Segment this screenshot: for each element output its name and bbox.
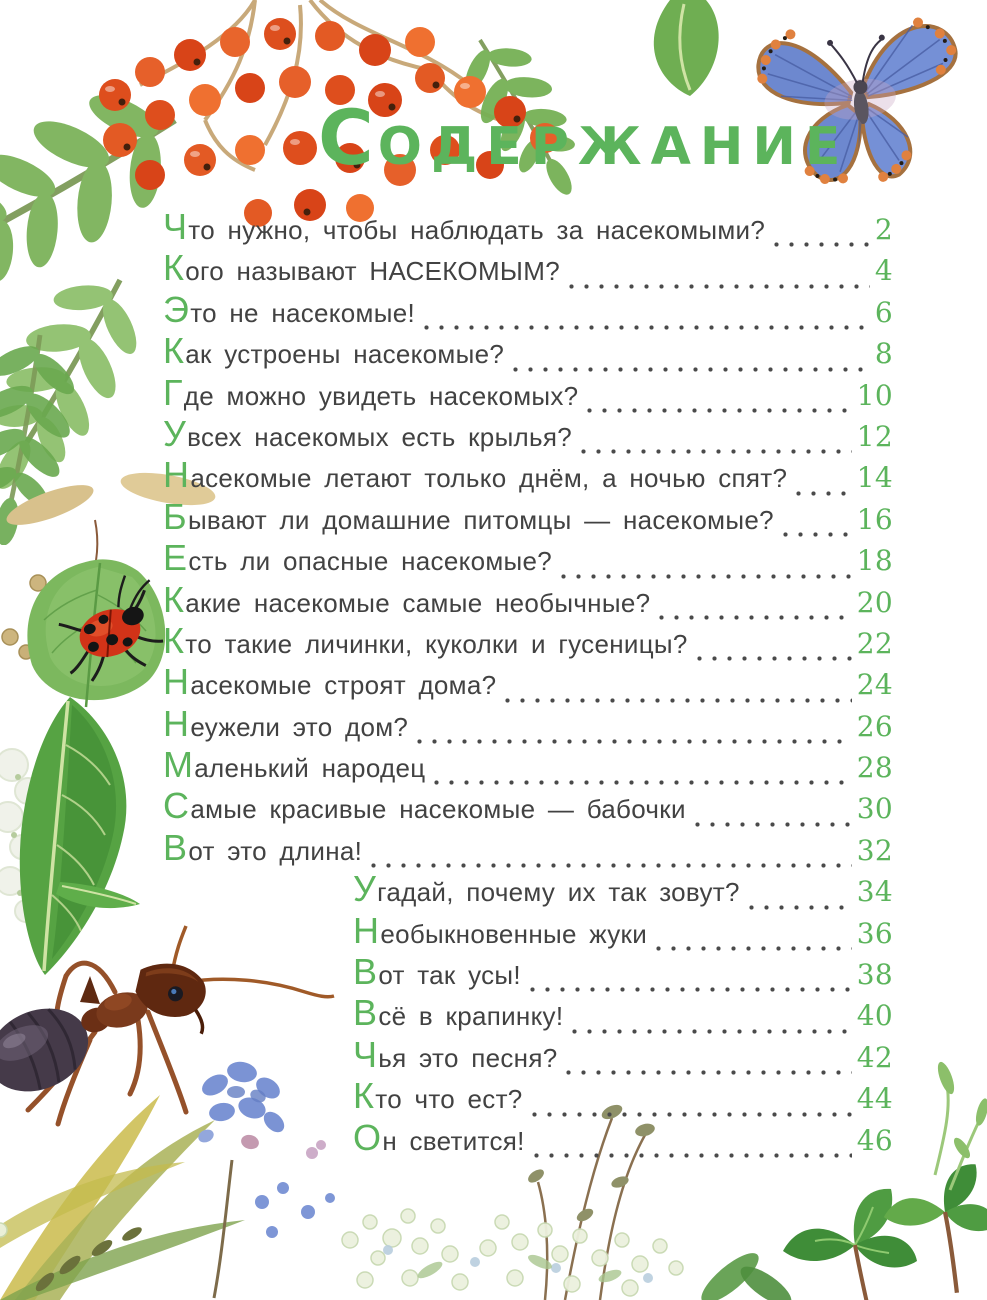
dotted-leader (561, 573, 852, 579)
entry-text: ого называют НАСЕКОМЫМ? (185, 256, 560, 287)
entry-page-number: 2 (874, 213, 893, 246)
entry-text: асекомые летают только днём, а ночью спя… (190, 463, 788, 494)
dotted-leader (774, 242, 870, 248)
dotted-leader (748, 904, 852, 910)
entry-text: еужели это дом? (190, 711, 409, 742)
dotted-leader (434, 780, 852, 786)
dotted-leader (581, 449, 852, 455)
entry-page-number: 44 (856, 1082, 893, 1116)
entry-text: от так усы! (378, 960, 521, 991)
entry-text: еобыкновенные жуки (380, 918, 648, 949)
dotted-leader (796, 490, 852, 496)
entry-text: сё в крапинку! (378, 1001, 564, 1032)
entry-page-number: 40 (856, 999, 893, 1033)
dotted-leader (423, 325, 870, 331)
entry-page-number: 32 (856, 833, 893, 867)
entry-text: то не насекомые! (190, 297, 415, 328)
entry-page-number: 4 (874, 254, 893, 288)
entry-page-number: 46 (856, 1123, 893, 1157)
entry-page-number: 18 (856, 544, 893, 578)
entry-text: асекомые строят дома? (190, 670, 497, 701)
entry-page-number: 34 (856, 875, 893, 909)
entry-page-number: 8 (874, 337, 893, 371)
dotted-leader (659, 614, 852, 620)
entry-text: то что ест? (375, 1084, 523, 1115)
entry-text: всех насекомых есть крылья? (187, 421, 573, 452)
entry-page-number: 24 (856, 668, 893, 702)
entry-text: то такие личинки, куколки и гусеницы? (185, 628, 688, 659)
dotted-leader (533, 1152, 852, 1158)
entry-page-number: 20 (856, 585, 893, 619)
big-leaf-illustration (0, 697, 127, 975)
dotted-leader (782, 532, 852, 538)
dotted-leader (696, 656, 852, 662)
entry-page-number: 6 (874, 295, 893, 329)
entry-text: де можно увидеть насекомых? (183, 380, 579, 411)
entry-page-number: 36 (856, 916, 893, 950)
entry-page-number: 26 (856, 709, 893, 743)
entry-text: ья это песня? (378, 1042, 558, 1073)
entry-page-number: 14 (856, 461, 893, 495)
dotted-leader (417, 739, 852, 745)
dotted-leader (566, 1070, 852, 1076)
entry-text: сть ли опасные насекомые? (188, 546, 553, 577)
dotted-leader (587, 407, 852, 413)
page-title: СОДЕРЖАНИЕ (318, 96, 849, 180)
entry-page-number: 12 (856, 419, 893, 453)
entry-page-number: 16 (856, 502, 893, 536)
entry-page-number: 28 (856, 751, 893, 785)
dotted-leader (505, 697, 852, 703)
dotted-leader (531, 1111, 852, 1117)
dotted-leader (513, 366, 870, 372)
entry-page-number: 38 (856, 958, 893, 992)
entry-text: гадай, почему их так зовут? (377, 877, 740, 908)
entry-text: н светится! (382, 1125, 525, 1156)
entry-page-number: 22 (856, 626, 893, 660)
entry-text: то нужно, чтобы наблюдать за насекомыми? (188, 215, 766, 245)
entry-text: ывают ли домашние питомцы — насекомые? (187, 504, 774, 535)
entry-text: ак устроены насекомые? (185, 339, 505, 370)
entry-text: амые красивые насекомые — бабочки (190, 794, 686, 825)
dotted-leader (568, 283, 870, 289)
entry-text: аленький народец (194, 753, 426, 784)
page-title-initial: С (318, 93, 378, 182)
entry-page-number: 10 (856, 378, 893, 412)
toc-entry: У всех насекомых есть крылья? 12 (163, 412, 893, 455)
entry-text: акие насекомые самые необычные? (185, 587, 651, 618)
entry-page-number: 30 (856, 792, 893, 826)
entry-text: от это длина! (188, 835, 363, 866)
dotted-leader (694, 821, 852, 827)
dotted-leader (572, 1028, 852, 1034)
dotted-leader (371, 863, 852, 869)
dotted-leader (529, 987, 852, 993)
entry-page-number: 42 (856, 1040, 893, 1074)
page-title-rest: ОДЕРЖАНИЕ (377, 117, 850, 177)
dotted-leader (656, 946, 852, 952)
